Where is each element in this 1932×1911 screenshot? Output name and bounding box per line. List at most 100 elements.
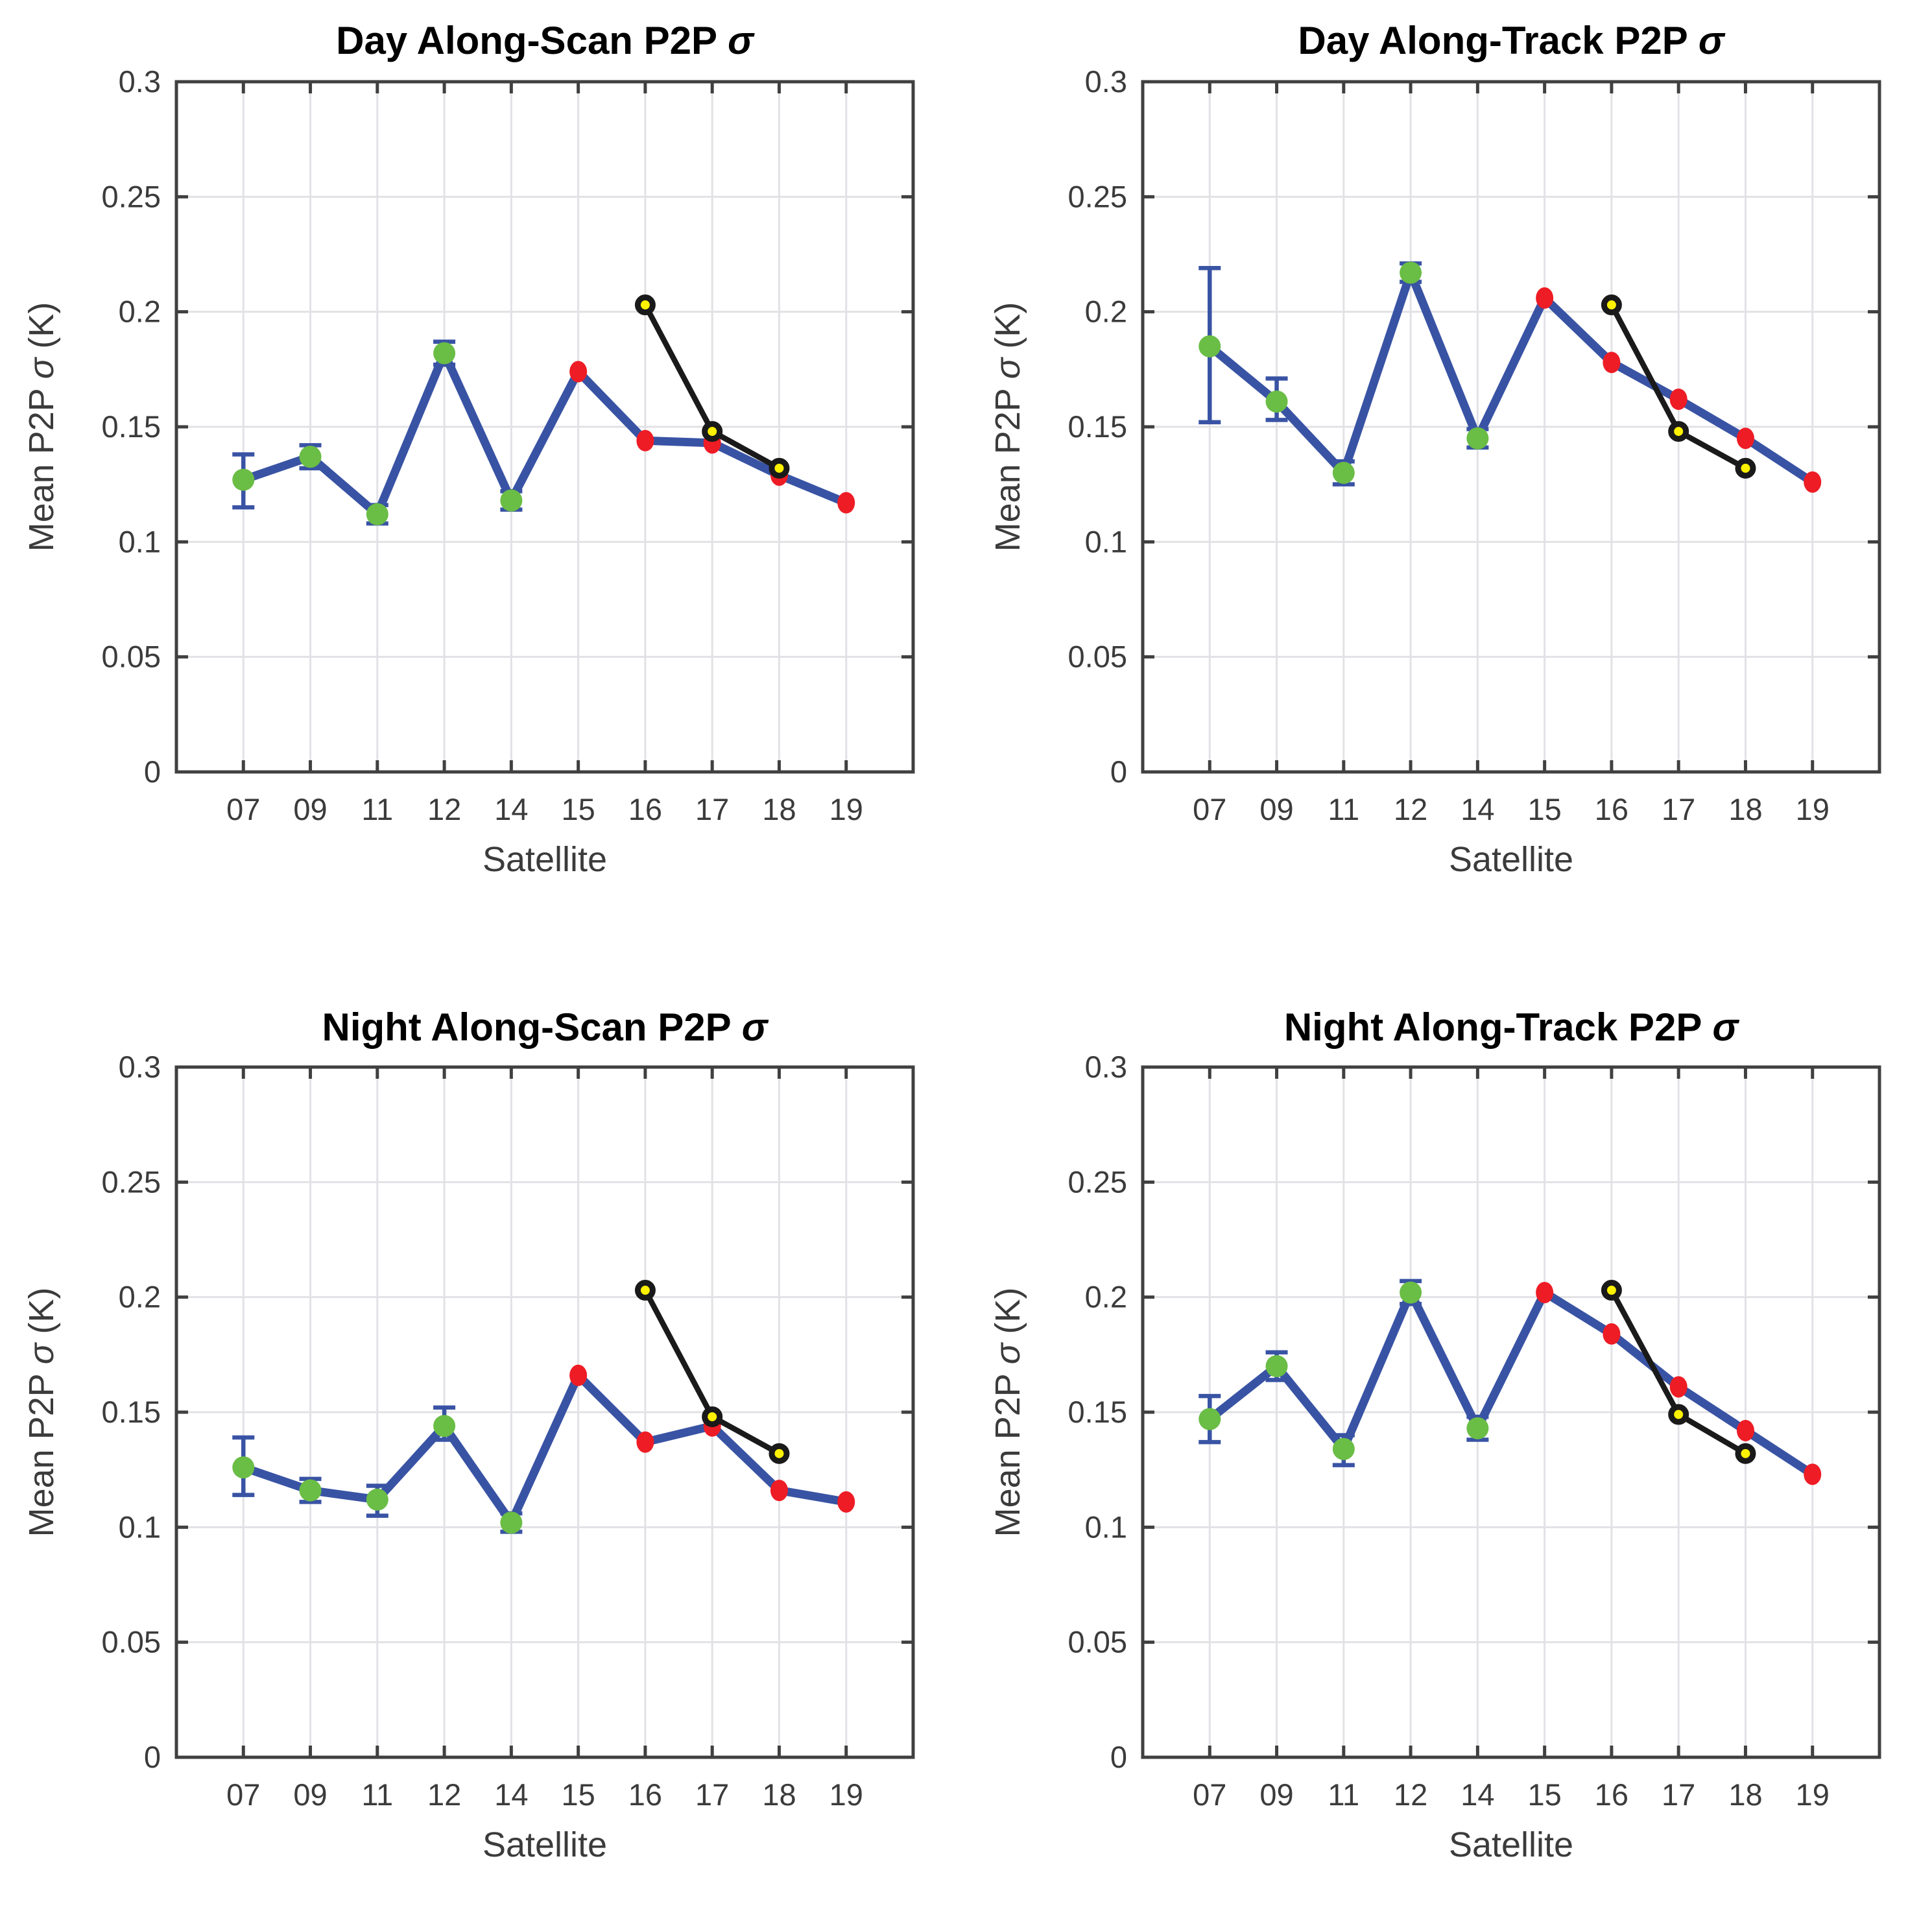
svg-text:0.15: 0.15	[102, 409, 161, 444]
svg-text:18: 18	[762, 1777, 796, 1812]
svg-text:0.3: 0.3	[119, 64, 161, 99]
red-square-marker	[1669, 388, 1688, 410]
green-circle-marker	[299, 1479, 322, 1502]
red-square-marker	[569, 1364, 588, 1386]
x-tick-labels: 07 09 11 12 14 15 16 17 18 19	[226, 792, 863, 826]
svg-text:0.25: 0.25	[102, 179, 161, 213]
axis-ticks	[1143, 1065, 1879, 1759]
svg-text:0.05: 0.05	[1068, 640, 1127, 674]
svg-text:0: 0	[1110, 754, 1127, 789]
svg-text:15: 15	[561, 1777, 595, 1812]
svg-text:0.2: 0.2	[1085, 1280, 1127, 1314]
svg-text:12: 12	[1394, 792, 1427, 826]
y-tick-labels: 0 0.05 0.1 0.15 0.2 0.25 0.3	[102, 64, 161, 789]
svg-text:19: 19	[1796, 792, 1830, 826]
sigma-symbol: σ	[1712, 1005, 1739, 1049]
yellow-circle-marker	[769, 457, 790, 479]
plot-area-svg: 0 0.05 0.1 0.15 0.2 0.25 0.3 07 09 11 12 14 15 16 17 18…	[102, 64, 915, 826]
subplot-day-along-track: Day Along-Track P2P σ Mean P2Pσ(K) Satell…	[966, 0, 1932, 956]
svg-text:07: 07	[1193, 1777, 1226, 1812]
red-square-marker	[770, 1480, 788, 1502]
subplot-night-along-track: Night Along-Track P2P σ Mean P2Pσ(K) Sate…	[966, 956, 1932, 1911]
svg-text:09: 09	[1259, 792, 1293, 826]
x-tick-labels: 07 09 11 12 14 15 16 17 18 19	[226, 1777, 863, 1812]
svg-text:0.3: 0.3	[1085, 1050, 1127, 1084]
green-circle-marker	[1265, 390, 1288, 413]
axis-ticks	[176, 1065, 913, 1759]
svg-text:11: 11	[361, 1777, 393, 1812]
svg-text:09: 09	[293, 1777, 327, 1812]
svg-text:19: 19	[829, 1777, 863, 1812]
red-square-marker	[1804, 1463, 1822, 1485]
y-tick-labels: 0 0.05 0.1 0.15 0.2 0.25 0.3	[102, 1050, 161, 1774]
svg-text:07: 07	[226, 1777, 260, 1812]
svg-text:0.05: 0.05	[102, 640, 161, 674]
yellow-circle-marker	[634, 294, 656, 316]
red-square-marker	[1669, 1376, 1688, 1398]
green-circle-marker	[232, 1456, 255, 1479]
y-tick-labels: 0 0.05 0.1 0.15 0.2 0.25 0.3	[1068, 64, 1127, 789]
svg-text:0.2: 0.2	[1085, 294, 1127, 329]
svg-text:15: 15	[1527, 792, 1561, 826]
yellow-circle-marker	[634, 1280, 656, 1301]
svg-text:11: 11	[1328, 792, 1359, 826]
svg-text:16: 16	[628, 792, 662, 826]
red-square-marker	[569, 361, 588, 383]
red-square-marker	[1603, 352, 1621, 374]
gridlines	[176, 1066, 913, 1759]
green-circle-marker	[433, 1415, 456, 1437]
chart-title-text: Night Along-Track P2P	[1283, 1005, 1702, 1049]
subplot-day-along-scan: Day Along-Scan P2P σ Mean P2Pσ(K) Satelli…	[0, 0, 966, 956]
green-circle-marker	[500, 489, 523, 512]
svg-text:0.25: 0.25	[1068, 1164, 1127, 1199]
yellow-circle-marker	[1668, 1404, 1689, 1425]
chart-title-text: Day Along-Track P2P	[1298, 19, 1688, 62]
yellow-circle-marker	[1735, 1443, 1756, 1464]
reference-series-markers	[1601, 1280, 1756, 1464]
svg-text:07: 07	[1193, 792, 1226, 826]
svg-text:0.2: 0.2	[119, 294, 161, 329]
svg-text:17: 17	[1662, 1777, 1695, 1812]
axis-ticks	[176, 80, 913, 774]
svg-text:0.15: 0.15	[1068, 409, 1127, 444]
green-circle-marker	[366, 1488, 388, 1511]
sigma-symbol: σ	[1698, 19, 1724, 62]
svg-text:14: 14	[1461, 1777, 1494, 1812]
green-circle-marker	[433, 342, 456, 365]
svg-text:09: 09	[293, 792, 327, 826]
green-circle-marker	[366, 503, 388, 525]
red-square-marker	[1736, 427, 1754, 450]
chart-title: Day Along-Scan P2P σ	[176, 18, 913, 63]
green-circle-marker	[1199, 335, 1221, 357]
green-circle-marker	[1265, 1355, 1288, 1378]
svg-text:0.15: 0.15	[1068, 1395, 1127, 1429]
plot-area-svg: 0 0.05 0.1 0.15 0.2 0.25 0.3 07 09 11 12 14 15 16 17 18…	[102, 1050, 915, 1812]
svg-text:0.3: 0.3	[1085, 64, 1127, 99]
yellow-circle-marker	[702, 1406, 723, 1428]
chart-title: Night Along-Track P2P σ	[1143, 1005, 1879, 1050]
green-circle-marker	[1466, 1417, 1489, 1439]
yellow-circle-marker	[1601, 1280, 1622, 1301]
x-axis-label: Satellite	[482, 840, 608, 879]
yellow-circle-marker	[1601, 294, 1622, 316]
svg-text:17: 17	[695, 792, 729, 826]
red-square-marker	[1804, 471, 1822, 493]
svg-text:0.25: 0.25	[1068, 179, 1127, 213]
svg-text:11: 11	[1328, 1777, 1359, 1812]
sigma-symbol: σ	[728, 19, 754, 62]
x-tick-labels: 07 09 11 12 14 15 16 17 18 19	[1193, 792, 1830, 826]
main-series-markers	[1199, 261, 1822, 493]
gridlines	[176, 80, 913, 773]
main-series-markers	[232, 1364, 855, 1534]
yellow-circle-marker	[702, 421, 723, 442]
green-circle-marker	[1400, 261, 1422, 284]
green-circle-marker	[1199, 1408, 1221, 1430]
svg-text:11: 11	[361, 792, 393, 826]
green-circle-marker	[232, 468, 255, 491]
svg-text:12: 12	[427, 1777, 461, 1812]
svg-text:12: 12	[427, 792, 461, 826]
plot-area-svg: 0 0.05 0.1 0.15 0.2 0.25 0.3 07 09 11 12 14 15 16 17 18…	[1068, 64, 1881, 826]
svg-text:14: 14	[494, 1777, 528, 1812]
main-series-line	[239, 349, 851, 519]
